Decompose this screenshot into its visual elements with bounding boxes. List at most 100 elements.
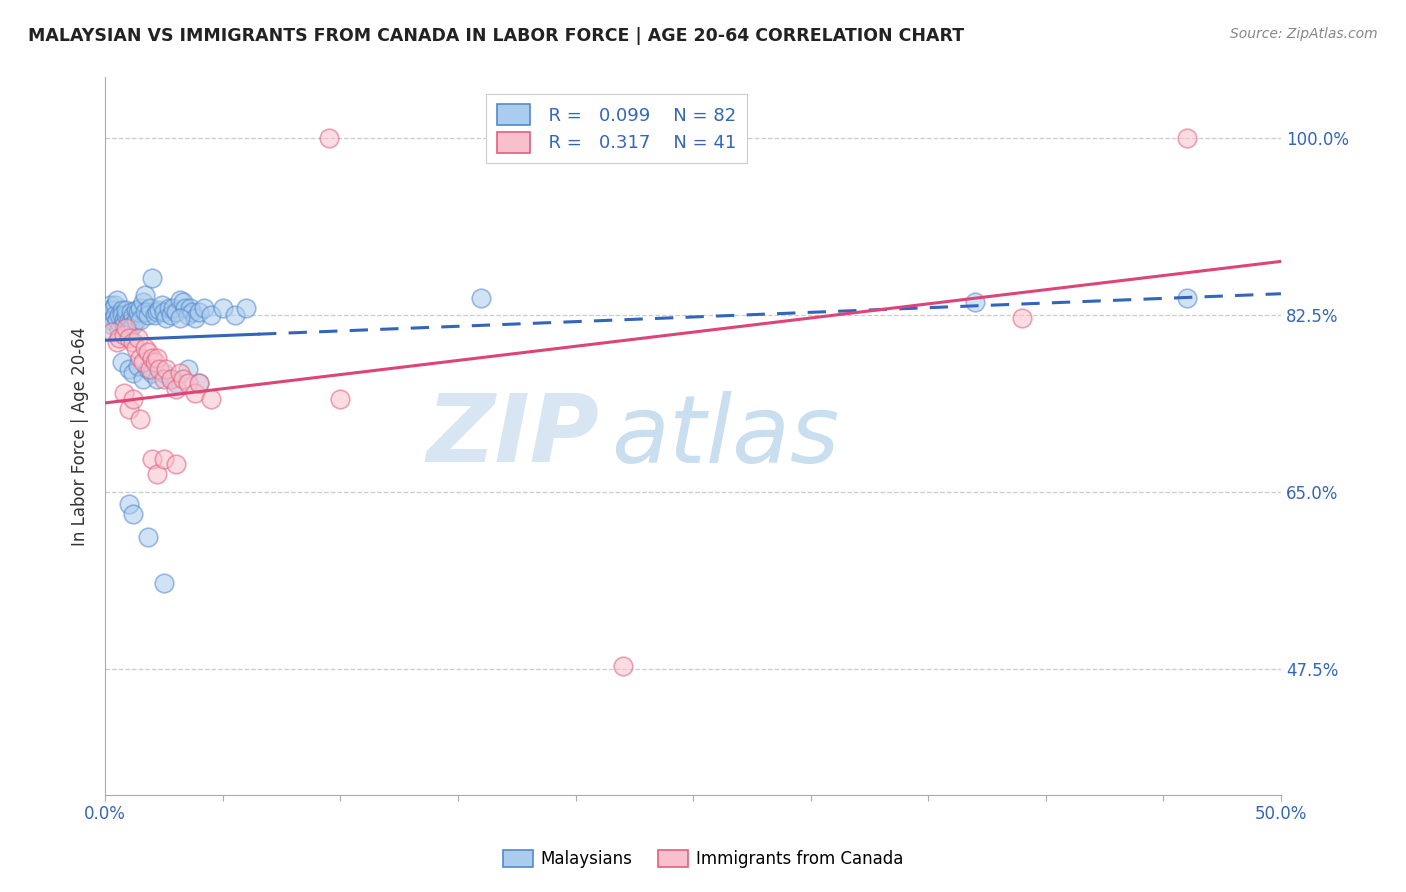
Point	[101, 318, 124, 332]
Text: Source: ZipAtlas.com: Source: ZipAtlas.com	[1230, 27, 1378, 41]
Point	[125, 313, 148, 327]
Point	[183, 385, 205, 400]
Point	[200, 392, 222, 406]
Point	[153, 366, 176, 380]
Point	[160, 371, 183, 385]
Point	[136, 530, 159, 544]
Point	[118, 323, 141, 337]
Point	[101, 302, 124, 317]
Point	[101, 325, 124, 339]
Point	[97, 313, 120, 327]
Point	[181, 305, 204, 319]
Point	[132, 355, 155, 369]
Point	[112, 313, 135, 327]
Point	[105, 293, 128, 307]
Point	[127, 359, 149, 373]
Point	[160, 371, 183, 385]
Point	[136, 308, 159, 322]
Text: ZIP: ZIP	[426, 391, 599, 483]
Point	[122, 318, 145, 332]
Point	[1175, 131, 1198, 145]
Point	[125, 302, 148, 317]
Point	[165, 376, 187, 390]
Point	[120, 305, 142, 319]
Point	[160, 308, 183, 322]
Point	[318, 131, 340, 145]
Point	[148, 302, 170, 317]
Point	[172, 371, 194, 385]
Point	[129, 313, 152, 327]
Point	[127, 305, 149, 319]
Point	[97, 302, 120, 317]
Point	[105, 313, 128, 327]
Point	[146, 371, 169, 385]
Point	[188, 305, 211, 319]
Point	[141, 452, 163, 467]
Point	[115, 321, 138, 335]
Point	[165, 305, 187, 319]
Point	[118, 497, 141, 511]
Point	[104, 308, 127, 322]
Point	[120, 315, 142, 329]
Point	[134, 305, 156, 319]
Point	[179, 301, 201, 315]
Point	[1011, 310, 1033, 325]
Point	[122, 366, 145, 380]
Point	[129, 351, 152, 366]
Point	[118, 361, 141, 376]
Point	[148, 361, 170, 376]
Point	[127, 331, 149, 345]
Point	[146, 467, 169, 481]
Point	[329, 392, 352, 406]
Point	[111, 355, 134, 369]
Point	[165, 457, 187, 471]
Point	[143, 355, 166, 369]
Point	[162, 301, 184, 315]
Point	[125, 341, 148, 355]
Point	[141, 351, 163, 366]
Point	[108, 323, 131, 337]
Point	[211, 301, 233, 315]
Point	[111, 308, 134, 322]
Point	[98, 308, 121, 322]
Point	[169, 366, 191, 380]
Point	[174, 301, 197, 315]
Point	[129, 412, 152, 426]
Point	[200, 308, 222, 322]
Point	[105, 335, 128, 350]
Point	[1175, 291, 1198, 305]
Point	[139, 301, 162, 315]
Point	[136, 361, 159, 376]
Point	[108, 331, 131, 345]
Point	[112, 328, 135, 343]
Point	[98, 298, 121, 312]
Point	[118, 313, 141, 327]
Point	[165, 382, 187, 396]
Point	[470, 291, 492, 305]
Text: atlas: atlas	[610, 391, 839, 482]
Point	[176, 361, 198, 376]
Point	[132, 371, 155, 385]
Point	[224, 308, 246, 322]
Point	[141, 270, 163, 285]
Point	[153, 371, 176, 385]
Point	[134, 287, 156, 301]
Point	[118, 331, 141, 345]
Point	[169, 293, 191, 307]
Point	[118, 401, 141, 416]
Point	[172, 294, 194, 309]
Point	[169, 310, 191, 325]
Point	[115, 308, 138, 322]
Y-axis label: In Labor Force | Age 20-64: In Labor Force | Age 20-64	[72, 326, 89, 546]
Point	[965, 294, 987, 309]
Point	[136, 345, 159, 359]
Point	[155, 310, 177, 325]
Point	[153, 575, 176, 590]
Point	[235, 301, 257, 315]
Point	[143, 308, 166, 322]
Point	[155, 361, 177, 376]
Point	[612, 658, 634, 673]
Point	[139, 361, 162, 376]
Point	[193, 301, 215, 315]
Point	[122, 392, 145, 406]
